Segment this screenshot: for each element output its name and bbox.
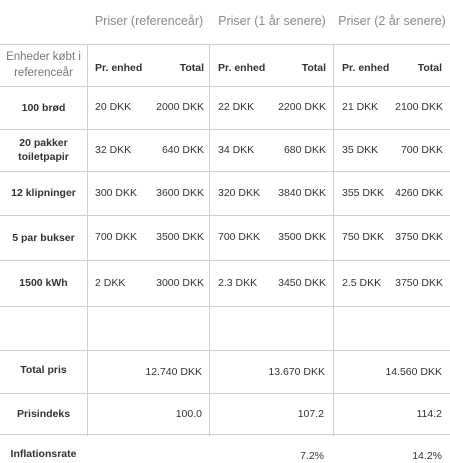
item-total: 2000 DKK	[156, 101, 204, 113]
total-header: Total	[301, 62, 326, 74]
item-label: 1500 kWh	[19, 277, 68, 289]
item-total: 2200 DKK	[278, 101, 326, 113]
col-header-year2: Priser (2 år senere)	[338, 14, 446, 28]
item-label: 5 par bukser	[12, 231, 75, 244]
item-unit-price: 20 DKK	[95, 101, 132, 113]
row-header-label: Enheder købt i referenceår	[6, 51, 81, 79]
item-unit-price: 355 DKK	[342, 186, 385, 199]
item-total: 3500 DKK	[156, 231, 204, 243]
item-total: 3000 DKK	[156, 276, 204, 289]
item-unit-price: 21 DKK	[342, 101, 379, 113]
inflation-label: Inflationsrate	[10, 448, 77, 460]
col-header-reference: Priser (referenceår)	[94, 14, 204, 28]
inflation-value: 14.2%	[412, 450, 442, 462]
total-header: Total	[179, 62, 204, 74]
index-value: 114.2	[416, 408, 443, 420]
col-header-year1: Priser (1 år senere)	[218, 14, 326, 28]
item-unit-price: 750 DKK	[342, 231, 385, 243]
item-total: 680 DKK	[283, 143, 326, 156]
unit-header: Pr. enhed	[342, 62, 390, 74]
index-value: 100.0	[175, 408, 202, 420]
index-value: 107.2	[297, 408, 324, 420]
item-total: 3750 DKK	[395, 276, 443, 289]
item-unit-price: 2 DKK	[95, 276, 126, 289]
item-unit-price: 22 DKK	[218, 101, 255, 113]
item-unit-price: 320 DKK	[218, 186, 261, 199]
price-table: Enheder købt i referenceår Pr. enhed Tot…	[0, 44, 450, 462]
item-label: 20 pakker toiletpapir	[18, 137, 69, 163]
item-unit-price: 34 DKK	[218, 143, 255, 156]
item-unit-price: 300 DKK	[95, 186, 138, 199]
item-total: 700 DKK	[400, 143, 443, 156]
unit-header: Pr. enhed	[95, 62, 143, 74]
inflation-value: 7.2%	[300, 450, 324, 462]
item-label: 100 brød	[21, 101, 66, 114]
item-unit-price: 700 DKK	[218, 231, 261, 243]
item-total: 3500 DKK	[278, 231, 326, 243]
item-total: 3840 DKK	[278, 186, 326, 199]
total-value: 14.560 DKK	[385, 366, 442, 378]
item-unit-price: 2.5 DKK	[342, 276, 382, 289]
total-value: 13.670 DKK	[268, 366, 325, 378]
item-unit-price: 35 DKK	[342, 143, 379, 156]
item-unit-price: 700 DKK	[95, 231, 138, 243]
unit-header: Pr. enhed	[218, 62, 266, 74]
item-unit-price: 2.3 DKK	[218, 276, 258, 289]
item-label: 12 klipninger	[11, 187, 76, 199]
total-value: 12.740 DKK	[145, 366, 202, 378]
item-unit-price: 32 DKK	[95, 143, 132, 156]
item-total: 4260 DKK	[395, 186, 443, 199]
total-label: Total pris	[20, 364, 67, 376]
total-header: Total	[417, 62, 442, 74]
index-label: Prisindeks	[16, 408, 71, 420]
item-total: 3450 DKK	[278, 276, 326, 289]
item-total: 3600 DKK	[156, 186, 204, 199]
item-total: 640 DKK	[161, 143, 204, 156]
item-total: 3750 DKK	[395, 231, 443, 243]
item-total: 2100 DKK	[395, 101, 443, 113]
